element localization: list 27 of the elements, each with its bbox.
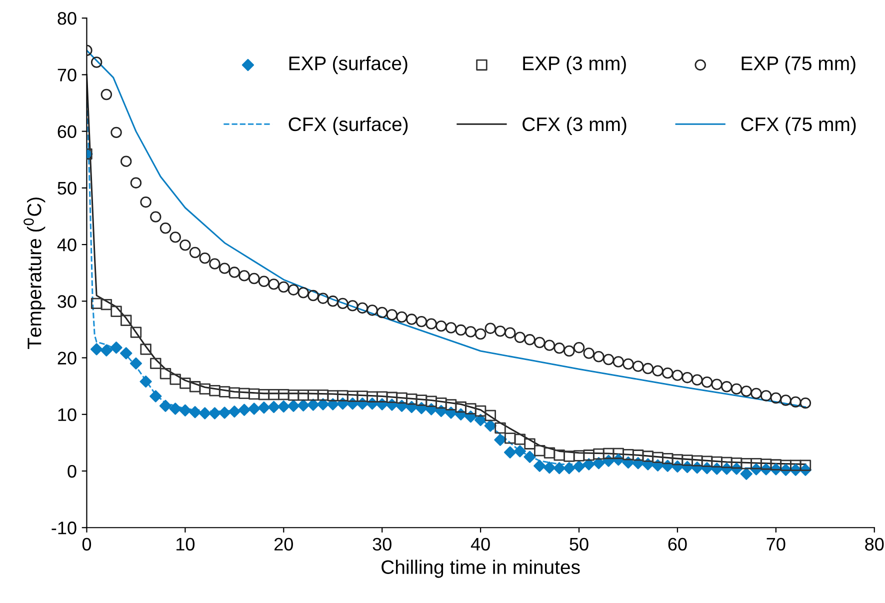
legend-label: CFX (3 mm) [522, 116, 626, 135]
legend-label: EXP (surface) [289, 56, 408, 74]
x-tick-label: 30 [372, 538, 392, 551]
y-tick-label: -10 [52, 522, 76, 534]
x-axis-title: Chilling time in minutes [382, 560, 580, 578]
x-tick-label: 10 [176, 538, 195, 551]
x-tick-label: 70 [766, 538, 786, 551]
x-tick-label: 40 [470, 538, 490, 551]
legend-label: CFX (75 mm) [741, 116, 856, 135]
y-tick-label: 20 [58, 352, 76, 364]
legend-label: EXP (3 mm) [523, 56, 626, 74]
y-tick-label: 40 [57, 238, 76, 252]
y-tick-label: 0 [68, 464, 76, 478]
x-tick-label: 20 [274, 538, 293, 551]
x-tick-label: 60 [668, 538, 687, 551]
x-tick-label: 50 [570, 538, 588, 551]
y-tick-label: 70 [58, 68, 76, 82]
y-tick-label: 10 [58, 408, 76, 422]
legend-label: CFX (surface) [288, 116, 408, 135]
y-tick-label: 60 [58, 125, 76, 138]
y-tick-label: 80 [58, 12, 76, 25]
y-tick-label: 30 [58, 295, 76, 308]
legend-label: EXP (75 mm) [742, 56, 856, 74]
x-tick-label: 80 [865, 538, 884, 551]
y-tick-label: 50 [58, 182, 76, 195]
x-tick-label: 0 [82, 538, 92, 551]
y-axis-title: Temperature ($^{0}$C) [24, 198, 46, 350]
